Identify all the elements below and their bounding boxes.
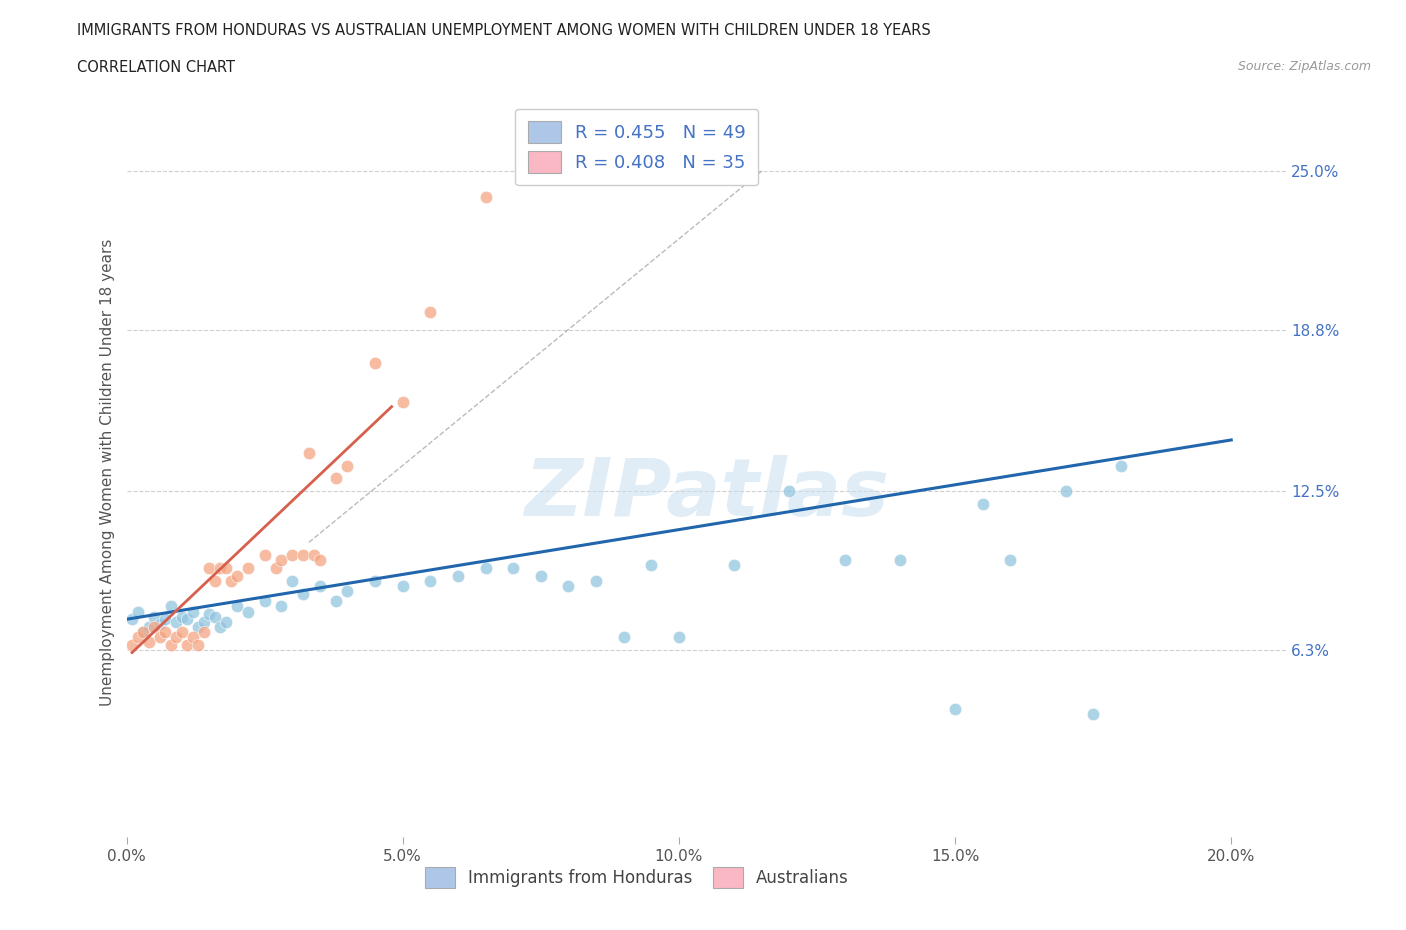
Point: [153, 625, 177, 640]
Point: [127, 630, 149, 644]
Point: [264, 561, 287, 576]
Point: [270, 599, 292, 614]
Point: [165, 630, 187, 644]
Point: [187, 619, 209, 634]
Point: [153, 612, 177, 627]
Point: [474, 561, 496, 576]
Y-axis label: Unemployment Among Women with Children Under 18 years: Unemployment Among Women with Children U…: [100, 238, 115, 706]
Point: [170, 625, 193, 640]
Point: [281, 574, 304, 589]
Point: [187, 637, 209, 652]
Point: [530, 568, 553, 583]
Point: [364, 355, 387, 370]
Point: [391, 394, 413, 409]
Point: [165, 615, 187, 630]
Point: [502, 561, 524, 576]
Point: [1083, 707, 1105, 722]
Point: [309, 553, 332, 568]
Point: [132, 625, 155, 640]
Point: [1054, 484, 1077, 498]
Point: [121, 612, 143, 627]
Point: [834, 553, 856, 568]
Point: [138, 635, 160, 650]
Point: [181, 630, 204, 644]
Point: [149, 630, 172, 644]
Point: [292, 548, 315, 563]
Point: [270, 553, 292, 568]
Point: [176, 612, 198, 627]
Point: [364, 574, 387, 589]
Point: [336, 584, 359, 599]
Point: [121, 637, 143, 652]
Point: [127, 604, 149, 619]
Point: [474, 189, 496, 204]
Point: [198, 561, 221, 576]
Point: [209, 619, 232, 634]
Point: [170, 609, 193, 624]
Point: [585, 574, 607, 589]
Point: [215, 561, 238, 576]
Point: [143, 619, 166, 634]
Point: [668, 630, 690, 644]
Point: [325, 594, 347, 609]
Legend: Immigrants from Honduras, Australians: Immigrants from Honduras, Australians: [419, 860, 855, 895]
Point: [204, 609, 226, 624]
Point: [613, 630, 636, 644]
Point: [221, 574, 243, 589]
Point: [281, 548, 304, 563]
Point: [889, 553, 911, 568]
Point: [419, 574, 441, 589]
Point: [226, 599, 249, 614]
Point: [149, 617, 172, 631]
Point: [176, 637, 198, 652]
Point: [943, 701, 966, 716]
Point: [226, 568, 249, 583]
Point: [557, 578, 579, 593]
Point: [132, 625, 155, 640]
Point: [391, 578, 413, 593]
Point: [193, 625, 215, 640]
Point: [640, 558, 662, 573]
Point: [253, 594, 276, 609]
Point: [419, 304, 441, 319]
Point: [181, 604, 204, 619]
Point: [778, 484, 800, 498]
Point: [209, 561, 232, 576]
Point: [138, 619, 160, 634]
Point: [253, 548, 276, 563]
Point: [723, 558, 745, 573]
Text: IMMIGRANTS FROM HONDURAS VS AUSTRALIAN UNEMPLOYMENT AMONG WOMEN WITH CHILDREN UN: IMMIGRANTS FROM HONDURAS VS AUSTRALIAN U…: [77, 23, 931, 38]
Point: [204, 574, 226, 589]
Point: [1109, 458, 1132, 473]
Point: [447, 568, 470, 583]
Point: [972, 497, 994, 512]
Point: [298, 445, 321, 460]
Text: Source: ZipAtlas.com: Source: ZipAtlas.com: [1237, 60, 1371, 73]
Point: [215, 615, 238, 630]
Point: [336, 458, 359, 473]
Text: CORRELATION CHART: CORRELATION CHART: [77, 60, 235, 75]
Point: [236, 604, 259, 619]
Point: [198, 606, 221, 621]
Point: [325, 471, 347, 485]
Point: [143, 609, 166, 624]
Point: [309, 578, 332, 593]
Point: [304, 548, 326, 563]
Point: [292, 586, 315, 601]
Point: [1000, 553, 1022, 568]
Point: [159, 599, 181, 614]
Text: ZIPatlas: ZIPatlas: [524, 455, 889, 533]
Point: [236, 561, 259, 576]
Point: [159, 637, 181, 652]
Point: [193, 615, 215, 630]
